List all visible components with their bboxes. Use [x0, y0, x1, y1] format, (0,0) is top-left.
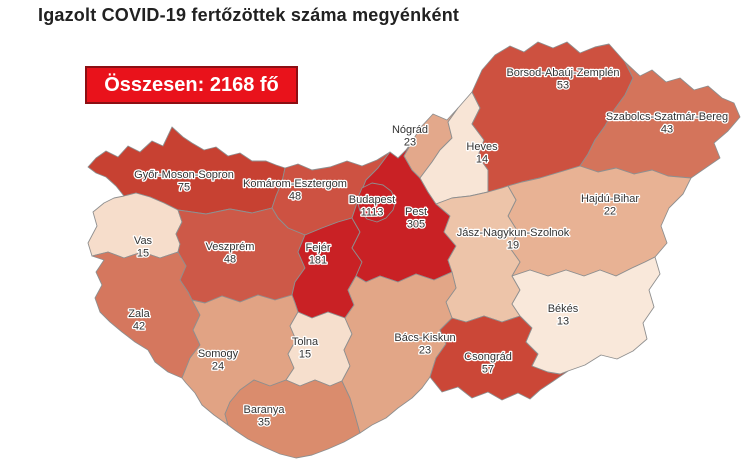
county-value-label: 15 — [137, 248, 149, 260]
county-name-label: Tolna — [292, 336, 319, 348]
county-name-label: Bács-Kiskun — [394, 332, 455, 344]
county-value-label: 42 — [133, 321, 145, 333]
county-value-label: 22 — [604, 206, 616, 218]
county-value-label: 48 — [224, 254, 236, 266]
county-bekes — [511, 256, 661, 375]
county-value-label: 35 — [258, 417, 270, 429]
county-value-label: 181 — [309, 255, 327, 267]
county-name-label: Szabolcs-Szatmár-Bereg — [606, 111, 728, 123]
county-tolna — [285, 311, 353, 387]
county-value-label: 15 — [299, 349, 311, 361]
county-budapest — [356, 182, 397, 223]
county-value-label: 57 — [482, 364, 494, 376]
county-value-label: 305 — [407, 219, 425, 231]
county-baranya — [224, 379, 361, 459]
page-title: Igazolt COVID-19 fertőzöttek száma megyé… — [38, 5, 460, 25]
county-value-label: 48 — [289, 191, 301, 203]
county-name-label: Borsod-Abaúj-Zemplén — [506, 67, 619, 79]
county-value-label: 13 — [557, 316, 569, 328]
total-cases-badge: Összesen: 2168 fő — [85, 66, 298, 104]
county-name-label: Heves — [466, 141, 498, 153]
county-name-label: Baranya — [244, 404, 286, 416]
county-name-label: Hajdú-Bihar — [581, 193, 639, 205]
county-name-label: Pest — [405, 206, 427, 218]
county-name-label: Budapest — [349, 194, 395, 206]
county-name-label: Nógrád — [392, 124, 428, 136]
county-name-label: Győr-Moson-Sopron — [134, 169, 234, 181]
county-name-label: Komárom-Esztergom — [243, 178, 347, 190]
county-value-label: 23 — [419, 345, 431, 357]
county-value-label: 19 — [507, 240, 519, 252]
county-name-label: Jász-Nagykun-Szolnok — [457, 227, 570, 239]
county-value-label: 14 — [476, 154, 488, 166]
county-name-label: Veszprém — [206, 241, 255, 253]
county-value-label: 75 — [178, 182, 190, 194]
county-szabolcs-szatmar-bereg — [579, 61, 741, 179]
county-value-label: 1113 — [361, 207, 384, 219]
county-name-label: Csongrád — [464, 351, 512, 363]
county-value-label: 53 — [557, 80, 569, 92]
county-value-label: 23 — [404, 137, 416, 149]
total-cases-label: Összesen: 2168 fő — [104, 73, 279, 96]
county-bacs-kiskun — [341, 271, 457, 434]
county-name-label: Békés — [548, 303, 579, 315]
county-name-label: Fejér — [305, 242, 330, 254]
county-name-label: Vas — [134, 235, 153, 247]
county-name-label: Zala — [128, 308, 150, 320]
county-value-label: 43 — [661, 124, 673, 136]
county-hajdu-bihar — [507, 165, 692, 277]
county-value-label: 24 — [212, 361, 224, 373]
county-name-label: Somogy — [198, 348, 239, 360]
